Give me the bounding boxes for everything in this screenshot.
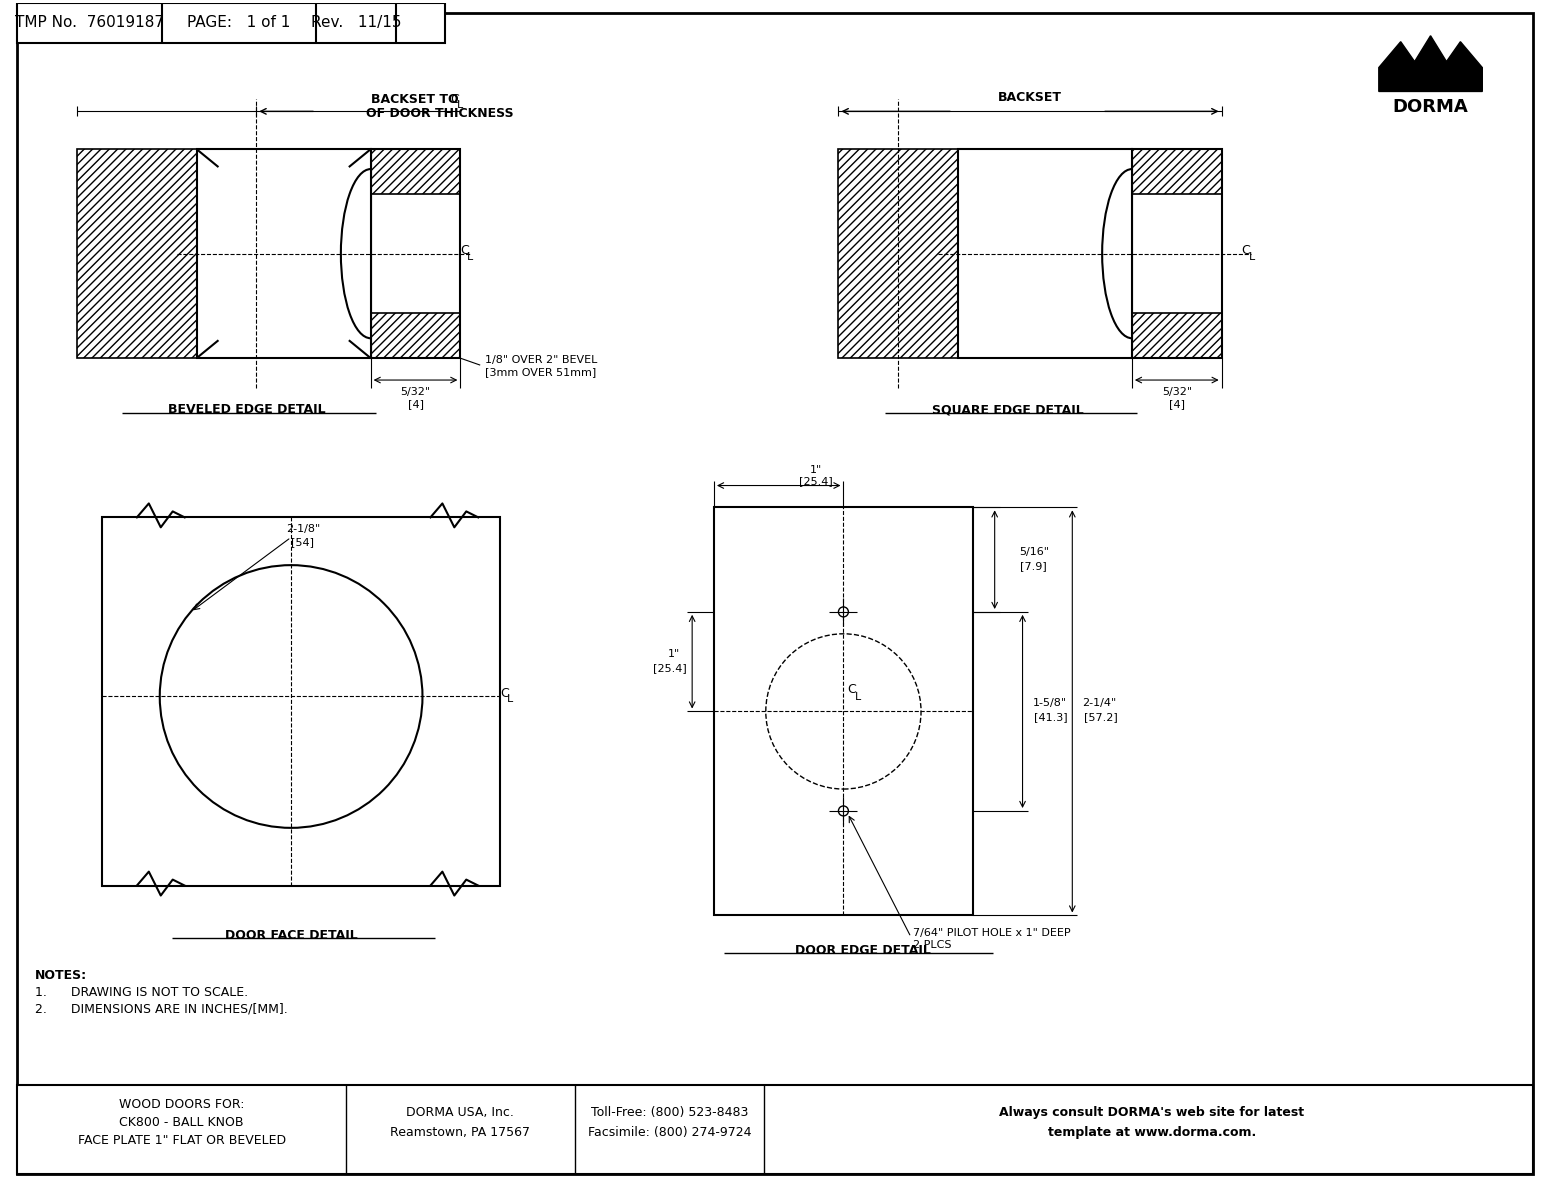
Text: [3mm OVER 51mm]: [3mm OVER 51mm] (485, 367, 597, 377)
Text: L: L (508, 694, 514, 704)
Text: Toll-Free: (800) 523-8483: Toll-Free: (800) 523-8483 (591, 1106, 748, 1119)
Text: 1": 1" (668, 649, 680, 659)
Text: BACKSET: BACKSET (997, 91, 1062, 104)
Text: PAGE:   1 of 1: PAGE: 1 of 1 (187, 15, 290, 31)
Text: [41.3]: [41.3] (1034, 712, 1068, 723)
Text: DOOR FACE DETAIL: DOOR FACE DETAIL (225, 929, 358, 941)
Text: 5/32": 5/32" (1162, 387, 1191, 396)
Text: template at www.dorma.com.: template at www.dorma.com. (1048, 1125, 1256, 1138)
Bar (77, 150, 196, 358)
Bar (196, 150, 370, 358)
Bar (1133, 150, 1222, 358)
Text: 1/8" OVER 2" BEVEL: 1/8" OVER 2" BEVEL (485, 355, 597, 366)
Bar (17, 2, 446, 43)
Text: 1.      DRAWING IS NOT TO SCALE.: 1. DRAWING IS NOT TO SCALE. (35, 985, 248, 998)
Bar (1133, 150, 1222, 193)
Text: 2-1/4": 2-1/4" (1082, 698, 1117, 709)
Text: NOTES:: NOTES: (35, 969, 88, 982)
Text: [25.4]: [25.4] (799, 476, 832, 487)
Text: 2-1/8": 2-1/8" (285, 525, 321, 534)
Text: $\mathsf{C}$: $\mathsf{C}$ (451, 93, 460, 106)
Text: [57.2]: [57.2] (1085, 712, 1119, 723)
Text: $\mathsf{C}$: $\mathsf{C}$ (1242, 245, 1251, 258)
Text: Rev.   11/15: Rev. 11/15 (310, 15, 401, 31)
Text: 1-5/8": 1-5/8" (1032, 698, 1066, 709)
Text: L: L (1248, 252, 1254, 261)
Text: DORMA USA, Inc.: DORMA USA, Inc. (406, 1106, 514, 1119)
Text: BEVELED EDGE DETAIL: BEVELED EDGE DETAIL (168, 404, 326, 417)
Text: OF DOOR THICKNESS: OF DOOR THICKNESS (366, 107, 514, 120)
Text: [4]: [4] (1168, 399, 1185, 410)
Text: SQUARE EDGE DETAIL: SQUARE EDGE DETAIL (932, 404, 1083, 417)
Text: Always consult DORMA's web site for latest: Always consult DORMA's web site for late… (1000, 1106, 1304, 1119)
Bar (370, 313, 460, 358)
Bar (102, 518, 500, 886)
Text: 5/32": 5/32" (401, 387, 430, 396)
Bar (838, 150, 958, 358)
Text: WOOD DOORS FOR:: WOOD DOORS FOR: (119, 1098, 244, 1111)
Text: Reamstown, PA 17567: Reamstown, PA 17567 (390, 1125, 531, 1138)
Text: TMP No.  76019187: TMP No. 76019187 (14, 15, 164, 31)
Text: Facsimile: (800) 274-9724: Facsimile: (800) 274-9724 (588, 1125, 751, 1138)
Text: L: L (457, 101, 463, 110)
Text: $\mathsf{C}$: $\mathsf{C}$ (460, 245, 471, 258)
Text: $\mathsf{C}$: $\mathsf{C}$ (500, 687, 511, 700)
Bar (714, 507, 972, 915)
Bar (1133, 313, 1222, 358)
Text: 2.      DIMENSIONS ARE IN INCHES/[MM].: 2. DIMENSIONS ARE IN INCHES/[MM]. (35, 1003, 289, 1015)
Text: [4]: [4] (407, 399, 423, 410)
Polygon shape (1379, 36, 1483, 91)
Text: 1": 1" (810, 464, 822, 475)
Bar (370, 150, 460, 193)
Text: FACE PLATE 1" FLAT OR BEVELED: FACE PLATE 1" FLAT OR BEVELED (77, 1134, 285, 1147)
Text: L: L (855, 692, 861, 703)
Text: 5/16": 5/16" (1020, 547, 1049, 557)
Text: 2 PLCS: 2 PLCS (913, 940, 952, 951)
Text: [7.9]: [7.9] (1020, 560, 1046, 571)
Text: BACKSET TO: BACKSET TO (370, 93, 458, 106)
Text: DOOR EDGE DETAIL: DOOR EDGE DETAIL (795, 944, 932, 957)
Text: [54]: [54] (292, 538, 315, 547)
Text: DORMA: DORMA (1393, 99, 1469, 116)
Bar (17, 1085, 1534, 1174)
Bar (958, 150, 1133, 358)
Bar (370, 150, 460, 358)
Text: L: L (468, 252, 474, 261)
Text: $\mathsf{C}$: $\mathsf{C}$ (847, 683, 858, 696)
Text: CK800 - BALL KNOB: CK800 - BALL KNOB (119, 1116, 244, 1129)
Text: [25.4]: [25.4] (653, 662, 687, 673)
Text: 7/64" PILOT HOLE x 1" DEEP: 7/64" PILOT HOLE x 1" DEEP (913, 928, 1071, 939)
